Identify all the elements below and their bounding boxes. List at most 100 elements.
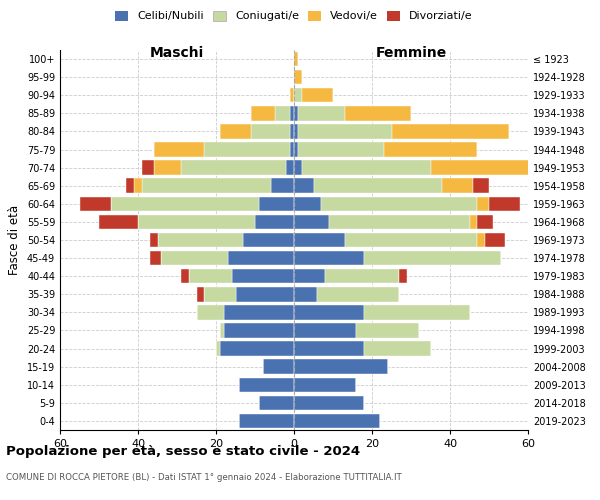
Bar bbox=[127, 178, 134, 193]
Bar bbox=[154, 142, 204, 157]
Bar bbox=[181, 269, 188, 283]
Bar bbox=[294, 396, 364, 410]
Bar bbox=[364, 342, 431, 356]
Bar bbox=[325, 269, 400, 283]
Bar bbox=[188, 269, 232, 283]
Bar bbox=[364, 251, 500, 266]
Bar bbox=[294, 52, 298, 66]
Bar bbox=[478, 196, 489, 211]
Bar bbox=[138, 214, 255, 229]
Bar bbox=[478, 233, 485, 247]
Bar bbox=[216, 342, 220, 356]
Bar bbox=[181, 160, 286, 175]
Bar bbox=[294, 251, 364, 266]
Bar bbox=[294, 106, 298, 120]
Bar bbox=[294, 414, 380, 428]
Bar bbox=[290, 124, 294, 138]
Bar bbox=[485, 233, 505, 247]
Bar bbox=[294, 124, 298, 138]
Bar bbox=[294, 342, 364, 356]
Bar bbox=[251, 106, 275, 120]
Bar bbox=[431, 160, 587, 175]
Bar bbox=[204, 287, 235, 302]
Bar bbox=[224, 323, 294, 338]
Bar bbox=[150, 251, 161, 266]
Bar bbox=[244, 233, 294, 247]
Bar bbox=[344, 233, 478, 247]
Bar bbox=[294, 196, 322, 211]
Bar bbox=[290, 88, 294, 102]
Bar bbox=[228, 251, 294, 266]
Bar bbox=[302, 160, 431, 175]
Bar bbox=[317, 287, 400, 302]
Bar bbox=[150, 233, 157, 247]
Bar bbox=[470, 214, 478, 229]
Bar bbox=[142, 178, 271, 193]
Bar bbox=[400, 269, 407, 283]
Bar bbox=[298, 142, 384, 157]
Bar bbox=[290, 106, 294, 120]
Bar bbox=[157, 233, 244, 247]
Bar bbox=[294, 233, 344, 247]
Bar bbox=[271, 178, 294, 193]
Bar bbox=[478, 214, 493, 229]
Legend: Celibi/Nubili, Coniugati/e, Vedovi/e, Divorziati/e: Celibi/Nubili, Coniugati/e, Vedovi/e, Di… bbox=[111, 6, 477, 26]
Bar bbox=[294, 160, 302, 175]
Text: Femmine: Femmine bbox=[376, 46, 446, 60]
Y-axis label: Fasce di età: Fasce di età bbox=[8, 205, 21, 275]
Bar bbox=[255, 214, 294, 229]
Bar bbox=[197, 305, 224, 320]
Bar bbox=[294, 142, 298, 157]
Bar bbox=[294, 323, 356, 338]
Bar bbox=[344, 106, 411, 120]
Bar bbox=[294, 287, 317, 302]
Bar bbox=[294, 360, 388, 374]
Bar bbox=[99, 214, 138, 229]
Bar bbox=[294, 214, 329, 229]
Bar bbox=[142, 160, 154, 175]
Bar bbox=[356, 323, 419, 338]
Bar bbox=[220, 124, 251, 138]
Bar bbox=[259, 196, 294, 211]
Bar bbox=[197, 287, 204, 302]
Bar bbox=[489, 196, 520, 211]
Bar bbox=[294, 88, 302, 102]
Text: COMUNE DI ROCCA PIETORE (BL) - Dati ISTAT 1° gennaio 2024 - Elaborazione TUTTITA: COMUNE DI ROCCA PIETORE (BL) - Dati ISTA… bbox=[6, 472, 402, 482]
Bar bbox=[224, 305, 294, 320]
Bar bbox=[220, 323, 224, 338]
Bar bbox=[259, 396, 294, 410]
Bar bbox=[154, 160, 181, 175]
Bar bbox=[587, 160, 598, 175]
Bar bbox=[294, 70, 302, 84]
Bar bbox=[220, 342, 294, 356]
Bar bbox=[294, 269, 325, 283]
Bar bbox=[384, 142, 478, 157]
Text: Popolazione per età, sesso e stato civile - 2024: Popolazione per età, sesso e stato civil… bbox=[6, 445, 360, 458]
Bar bbox=[322, 196, 478, 211]
Bar bbox=[161, 251, 228, 266]
Bar bbox=[134, 178, 142, 193]
Bar bbox=[263, 360, 294, 374]
Bar bbox=[364, 305, 470, 320]
Bar bbox=[251, 124, 290, 138]
Bar bbox=[329, 214, 470, 229]
Bar bbox=[473, 178, 489, 193]
Bar bbox=[442, 178, 473, 193]
Bar bbox=[80, 196, 111, 211]
Bar bbox=[298, 124, 392, 138]
Bar bbox=[239, 414, 294, 428]
Bar bbox=[110, 196, 259, 211]
Bar bbox=[275, 106, 290, 120]
Bar bbox=[239, 378, 294, 392]
Bar bbox=[298, 106, 344, 120]
Bar bbox=[204, 142, 290, 157]
Bar bbox=[294, 305, 364, 320]
Bar bbox=[286, 160, 294, 175]
Bar bbox=[290, 142, 294, 157]
Bar bbox=[392, 124, 509, 138]
Text: Maschi: Maschi bbox=[150, 46, 204, 60]
Bar bbox=[235, 287, 294, 302]
Bar bbox=[232, 269, 294, 283]
Bar bbox=[294, 178, 314, 193]
Bar bbox=[302, 88, 333, 102]
